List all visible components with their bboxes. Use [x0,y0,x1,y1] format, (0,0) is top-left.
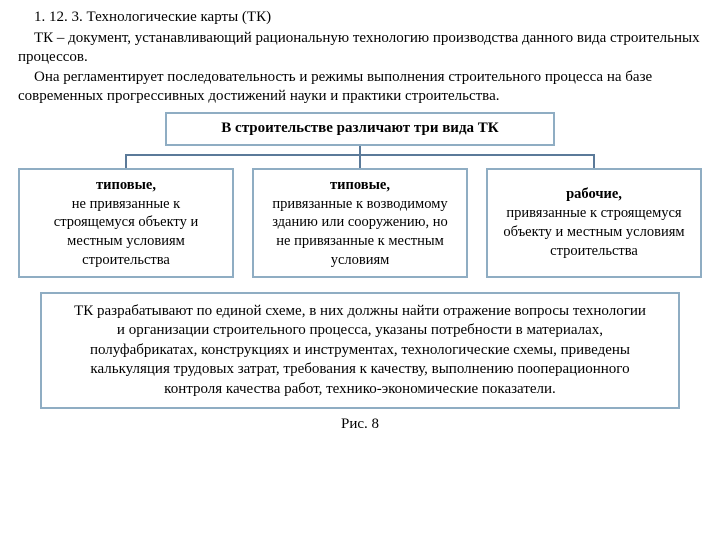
column-text: привязанные к строящемуся объекту и мест… [498,204,690,261]
intro-para: Она регламентирует последовательность и … [18,68,702,106]
section-heading: 1. 12. 3. Технологические карты (ТК) [18,8,702,27]
diagram-columns-row: типовые, не привязанные к строящемуся об… [18,168,702,278]
summary-text: ТК разрабатывают по единой схеме, в них … [70,302,650,400]
intro-text: ТК – документ, устанавливающий рациональ… [18,29,702,106]
diagram-header-box: В строительстве различают три вида ТК [165,112,555,146]
intro-para: ТК – документ, устанавливающий рациональ… [18,29,702,67]
diagram-connectors [18,146,702,168]
figure-caption: Рис. 8 [18,415,702,434]
column-bold: типовые, [330,176,390,195]
column-text: привязанные к возводимому зданию или соо… [264,195,456,270]
diagram-column-box: типовые, привязанные к возводимому здани… [252,168,468,278]
diagram-column-box: типовые, не привязанные к строящемуся об… [18,168,234,278]
column-text: не привязанные к строящемуся объекту и м… [30,195,222,270]
diagram-header-text: В строительстве различают три вида ТК [221,119,498,138]
diagram-column-box: рабочие, привязанные к строящемуся объек… [486,168,702,278]
column-bold: рабочие, [566,185,622,204]
diagram-summary-box: ТК разрабатывают по единой схеме, в них … [40,292,680,410]
column-bold: типовые, [96,176,156,195]
